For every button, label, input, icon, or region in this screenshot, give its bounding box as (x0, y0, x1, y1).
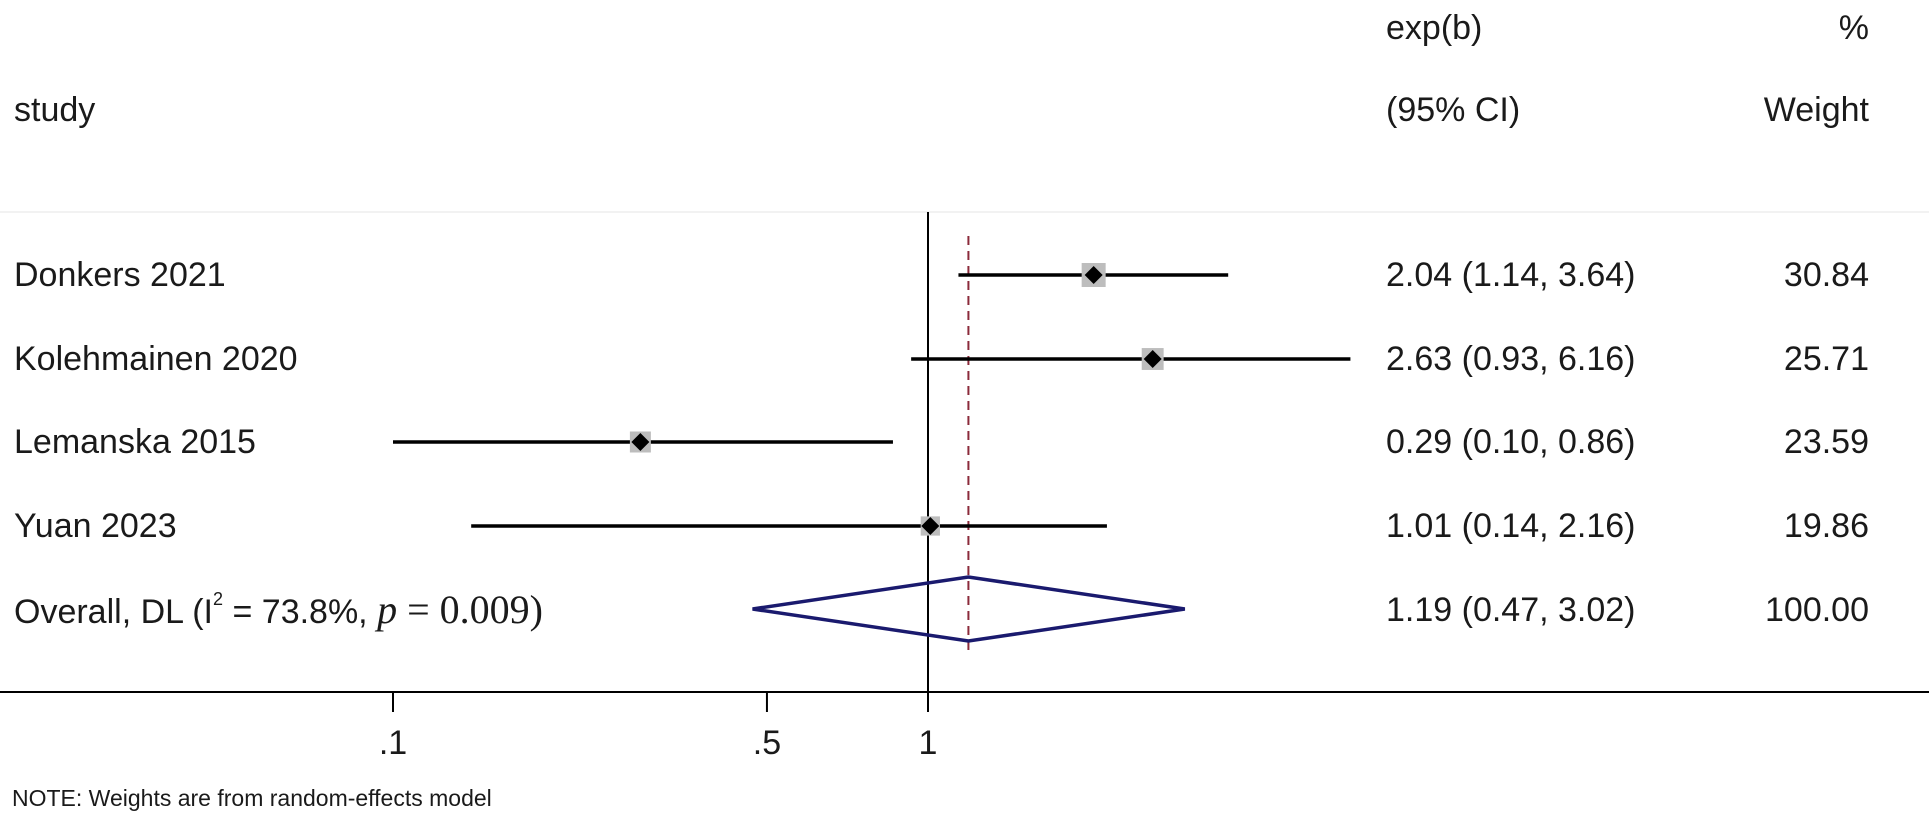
weight-header-line2: Weight (1763, 91, 1869, 129)
study-weight: 19.86 (1783, 507, 1869, 545)
overall-diamond (752, 575, 1186, 643)
weight-header-line1: % (1838, 9, 1869, 47)
study-ci-text: 0.29 (0.10, 0.86) (1386, 423, 1636, 461)
overall-ci-text: 1.19 (0.47, 3.02) (1386, 591, 1636, 629)
x-axis-tick-label: .1 (379, 724, 407, 762)
overall-weight: 100.00 (1765, 591, 1869, 629)
overall-label: Overall, DL (I2 = 73.8%, p = 0.009) (14, 587, 543, 632)
study-name: Kolehmainen 2020 (14, 340, 298, 378)
study-name: Donkers 2021 (14, 256, 226, 294)
x-axis-tick-label: .5 (753, 724, 781, 762)
x-axis-tick-label: 1 (919, 724, 938, 762)
study-point-estimate (921, 517, 940, 535)
study-weight: 25.71 (1783, 340, 1869, 378)
study-header: study (14, 91, 96, 129)
footnote: NOTE: Weights are from random-effects mo… (12, 785, 492, 811)
p-symbol: p (377, 587, 398, 632)
study-ci-text: 1.01 (0.14, 2.16) (1386, 507, 1636, 545)
study-ci-text: 2.63 (0.93, 6.16) (1386, 340, 1636, 378)
study-point-estimate (631, 433, 650, 451)
study-point-estimate (1084, 266, 1103, 284)
study-point-estimate (1143, 350, 1162, 368)
study-weight: 23.59 (1783, 423, 1869, 461)
study-name: Lemanska 2015 (14, 423, 256, 461)
study-weight: 30.84 (1783, 256, 1869, 294)
effect-header-line2: (95% CI) (1386, 91, 1521, 129)
study-ci-text: 2.04 (1.14, 3.64) (1386, 256, 1636, 294)
study-name: Yuan 2023 (14, 507, 177, 545)
i2-superscript: 2 (213, 589, 224, 609)
effect-header-line1: exp(b) (1386, 9, 1483, 47)
